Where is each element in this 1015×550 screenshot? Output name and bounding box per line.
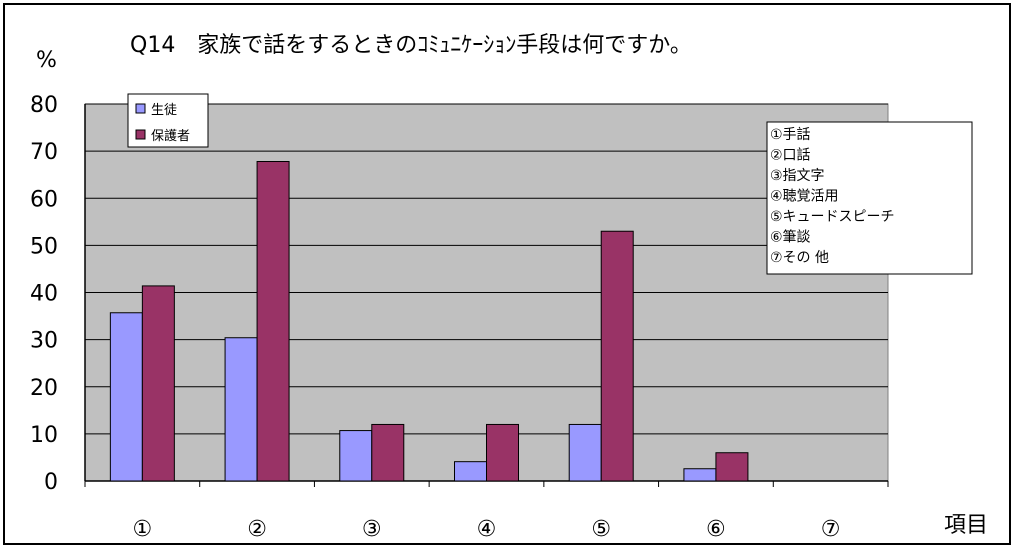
item-note: ①手話	[770, 126, 811, 143]
bar-guardian	[600, 230, 634, 482]
bar-student	[568, 423, 602, 482]
bar-guardian	[256, 160, 290, 482]
y-axis-label: %	[36, 48, 57, 73]
bar-guardian	[486, 423, 519, 482]
x-tick-label: ④	[477, 517, 497, 542]
y-tick-label: 70	[30, 140, 58, 165]
legend-swatch	[135, 129, 146, 140]
x-axis-label: 項目	[944, 513, 988, 538]
y-tick-label: 0	[44, 470, 58, 495]
y-tick-label: 40	[30, 282, 58, 307]
item-note: ③指文字	[770, 168, 825, 184]
item-note: ⑦その 他	[770, 250, 829, 266]
x-tick-label: ⑦	[821, 517, 841, 542]
bar-student	[224, 337, 258, 482]
bar-guardian	[371, 423, 405, 482]
x-tick-label: ③	[362, 517, 382, 542]
item-note: ④聴覚活用	[770, 189, 839, 205]
bar-guardian	[715, 452, 749, 482]
y-tick-label: 10	[30, 423, 58, 448]
legend-swatch	[135, 103, 146, 114]
item-note: ②口話	[770, 147, 811, 164]
bar-student	[683, 468, 717, 482]
x-tick-label: ⑥	[706, 517, 726, 542]
legend-label: 保護者	[151, 128, 190, 144]
y-tick-label: 60	[30, 187, 58, 212]
item-note: ⑤キュードスピーチ	[770, 209, 895, 225]
item-notes-box	[766, 121, 973, 275]
x-tick-label: ①	[132, 517, 152, 542]
bar-student	[339, 430, 373, 482]
item-note: ⑥筆談	[770, 230, 811, 246]
x-tick-label: ⑤	[591, 517, 611, 542]
bar-student	[454, 461, 487, 482]
bar-guardian	[141, 285, 175, 482]
y-tick-label: 50	[30, 234, 58, 259]
y-tick-label: 20	[30, 376, 58, 401]
y-tick-label: 80	[30, 93, 58, 118]
bar-student	[109, 312, 143, 482]
legend-label: 生徒	[151, 103, 177, 118]
x-tick-label: ②	[247, 517, 267, 542]
chart-title: Q14 家族で話をするときのｺﾐｭﾆｹｰｼｮﾝ手段は何ですか。	[130, 33, 692, 58]
y-tick-label: 30	[30, 329, 58, 354]
